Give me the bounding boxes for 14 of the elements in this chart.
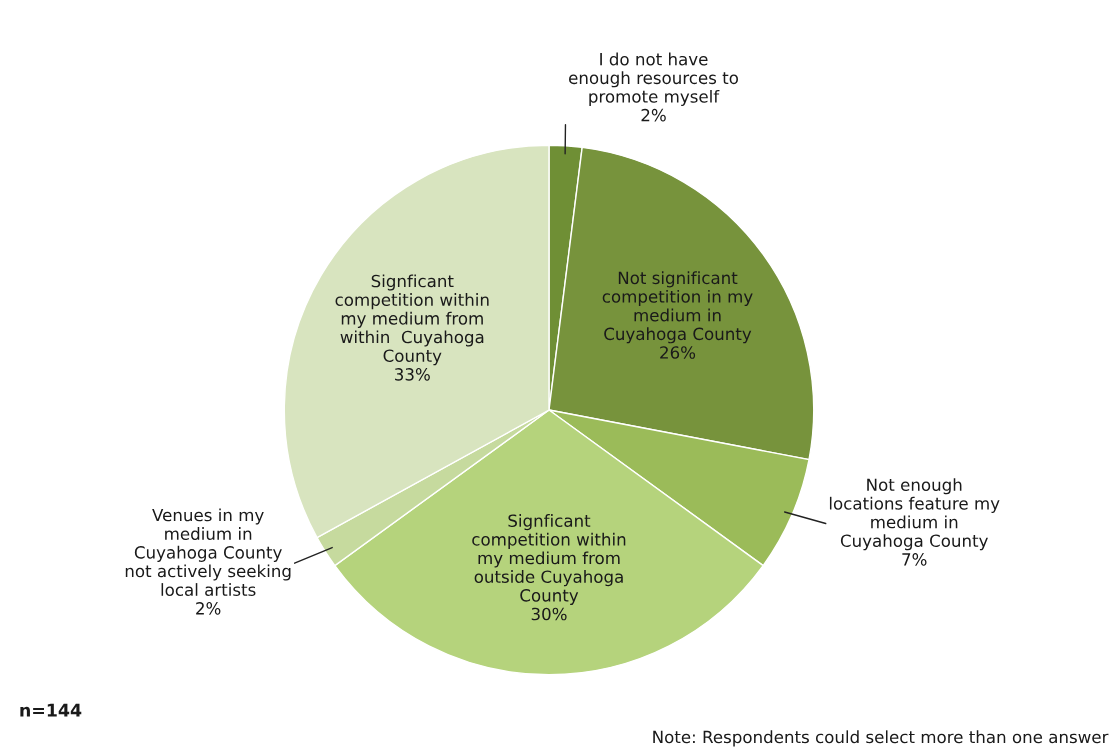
slice-label: I do not have enough resources to promote myself [569,52,738,107]
slice-label: Signficant competition within my medium from within Cuyahoga County [335,274,489,366]
slice-label: Not enough locations feature my medium in Cuyahoga County [829,478,1000,551]
slice-label: Not significant competition in my medium in Cuyahoga County [602,271,753,344]
data-label: 30% [531,607,567,621]
slice-label: Venues in my medium in Cuyahoga County not actively seeking local artists [125,508,291,597]
text: n=144 [20,703,82,717]
data-label: 2% [196,602,221,615]
data-label: 33% [395,368,430,381]
data-label: 2% [641,108,666,122]
slice-label: Signficant competition within my medium from outside Cuyahoga County [472,514,626,605]
data-label: 26% [660,346,696,359]
text: Note: Respondents could select more than one answer [653,730,1109,747]
data-label: 7% [902,553,927,566]
